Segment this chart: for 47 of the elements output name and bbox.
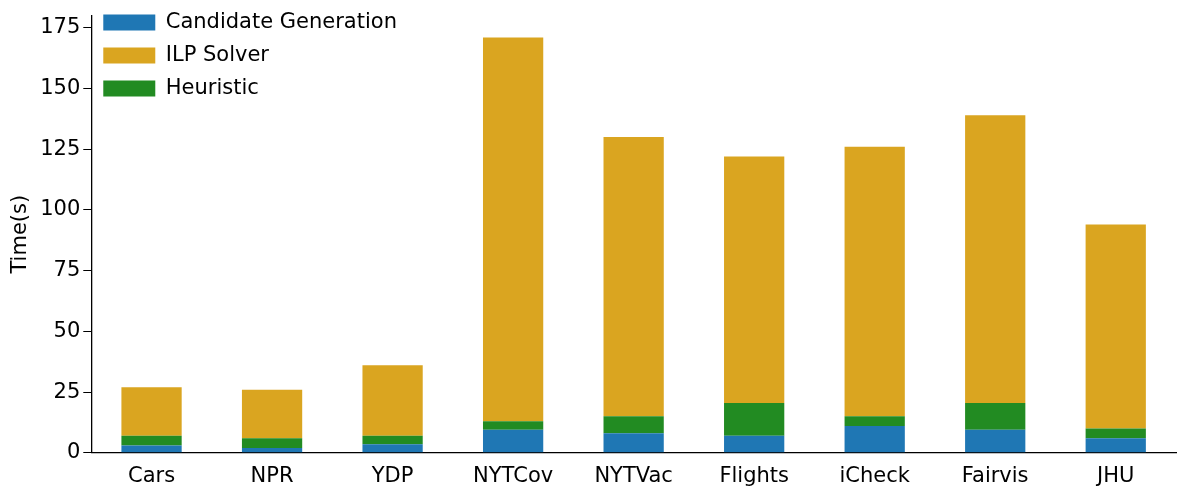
bar [121,435,182,446]
x-tick-label: YDP [370,462,414,487]
bar [482,429,544,453]
legend-label: Heuristic [165,74,259,99]
x-tick-label: NYTCov [473,462,554,487]
bar [362,365,423,436]
bar [844,146,905,417]
bar [965,403,1026,430]
bar [241,447,303,453]
bar [603,416,664,434]
bar [362,435,423,445]
y-axis-title: Time(s) [7,194,32,275]
bar [724,435,785,453]
bar [241,438,303,448]
y-tick-label: 50 [53,317,81,342]
bar [603,433,664,453]
bar [965,115,1026,404]
bar [844,426,905,453]
y-tick-label: 100 [40,196,81,221]
y-tick-label: 175 [40,14,81,39]
bar [603,137,664,417]
x-tick-label: iCheck [839,462,911,487]
legend-label: Candidate Generation [165,8,397,33]
x-tick-label: NPR [250,462,294,487]
x-tick-label: NYTVac [594,462,673,487]
y-tick-label: 125 [40,135,81,160]
y-tick-label: 25 [53,378,81,403]
bar [724,403,785,436]
x-tick-label: Fairvis [961,462,1029,487]
bar [482,421,544,430]
bar [965,429,1026,453]
bar [724,156,785,404]
bar [1085,224,1146,429]
y-tick-label: 0 [66,439,81,464]
bar [1085,438,1146,453]
bar [121,387,182,436]
bar [482,37,544,422]
y-tick-label: 150 [40,74,81,99]
bar [362,444,423,453]
bar [844,416,905,427]
legend-label: ILP Solver [165,41,270,66]
x-tick-label: Flights [719,462,789,487]
x-tick-label: JHU [1095,462,1135,487]
x-tick-label: Cars [127,462,176,487]
bar [241,389,303,439]
bar [1085,428,1146,439]
y-tick-label: 75 [53,257,81,282]
